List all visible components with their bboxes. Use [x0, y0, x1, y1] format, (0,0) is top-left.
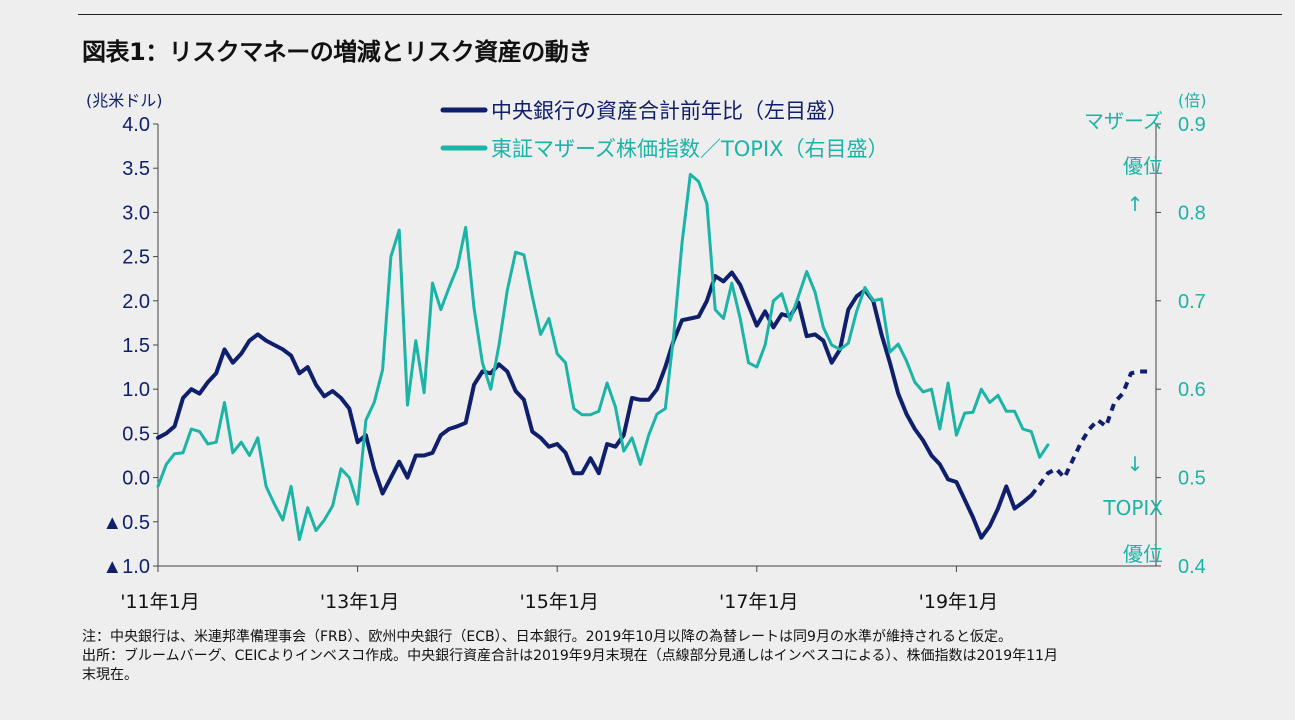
- left-tick-label: 3.0: [122, 202, 150, 224]
- right-tick-label: 0.5: [1178, 468, 1206, 490]
- topix-label: TOPIX: [1103, 496, 1163, 520]
- left-tick-label: 0.0: [122, 468, 150, 490]
- left-tick-label: ▲1.0: [102, 556, 150, 578]
- up-arrow-icon: ↑: [1126, 192, 1144, 216]
- left-tick-label: 0.5: [122, 423, 150, 445]
- legend-label-mothers-topix: 東証マザーズ株価指数／TOPIX（右目盛）: [491, 137, 889, 161]
- central-bank-series-line: [156, 270, 1034, 540]
- down-arrow-icon: ↓: [1126, 452, 1144, 476]
- left-tick-label: 2.0: [122, 291, 150, 313]
- right-tick-label: 0.4: [1178, 556, 1206, 578]
- mothers-label: マザーズ: [1084, 109, 1163, 133]
- left-tick-label: 3.5: [122, 158, 150, 180]
- legend-label-central-bank: 中央銀行の資産合計前年比（左目盛）: [491, 99, 848, 123]
- x-tick-label: '19年1月: [919, 591, 999, 613]
- top-rule: [78, 14, 1282, 15]
- left-axis-unit: (兆米ドル): [86, 91, 163, 110]
- footnotes: 注：中央銀行は、米連邦準備理事会（FRB）、欧州中央銀行（ECB）、日本銀行。2…: [82, 628, 1272, 685]
- x-tick-label: '11年1月: [120, 591, 200, 613]
- right-tick-label: 0.8: [1178, 202, 1206, 224]
- topix-advantage-label: 優位: [1123, 542, 1163, 566]
- footnote-note: 注：中央銀行は、米連邦準備理事会（FRB）、欧州中央銀行（ECB）、日本銀行。2…: [82, 629, 1012, 645]
- left-tick-label: 1.0: [122, 379, 150, 401]
- left-tick-label: 4.0: [122, 114, 150, 136]
- footnote-source-cont: 末現在。: [82, 667, 138, 683]
- central-bank-forecast-line: [1029, 369, 1148, 497]
- left-tick-label: ▲0.5: [102, 512, 150, 534]
- left-tick-label: 1.5: [122, 335, 150, 357]
- footnote-source: 出所：ブルームバーグ、CEICよりインベスコ作成。中央銀行資産合計は2019年9…: [82, 648, 1058, 664]
- x-tick-label: '13年1月: [320, 591, 400, 613]
- right-tick-label: 0.7: [1178, 291, 1206, 313]
- figure: 図表1：リスクマネーの増減とリスク資産の動き 4.0 3.5 3.0 2.5 2.0 1.…: [78, 14, 1282, 704]
- left-tick-label: 2.5: [122, 247, 150, 269]
- figure-title: 図表1：リスクマネーの増減とリスク資産の動き: [82, 38, 592, 66]
- right-tick-label: 0.9: [1178, 114, 1206, 136]
- mothers-topix-series-line: [156, 172, 1050, 541]
- dual-axis-line-chart: 4.0 3.5 3.0 2.5 2.0 1.5 1.0 0.5 0.0 ▲0.5 ▲1.0 (兆米ドル…: [86, 91, 1207, 613]
- x-tick-label: '17年1月: [719, 591, 799, 613]
- mothers-advantage-label: 優位: [1123, 154, 1163, 178]
- right-axis-unit: (倍): [1178, 91, 1207, 110]
- right-tick-label: 0.6: [1178, 379, 1206, 401]
- x-tick-label: '15年1月: [519, 591, 599, 613]
